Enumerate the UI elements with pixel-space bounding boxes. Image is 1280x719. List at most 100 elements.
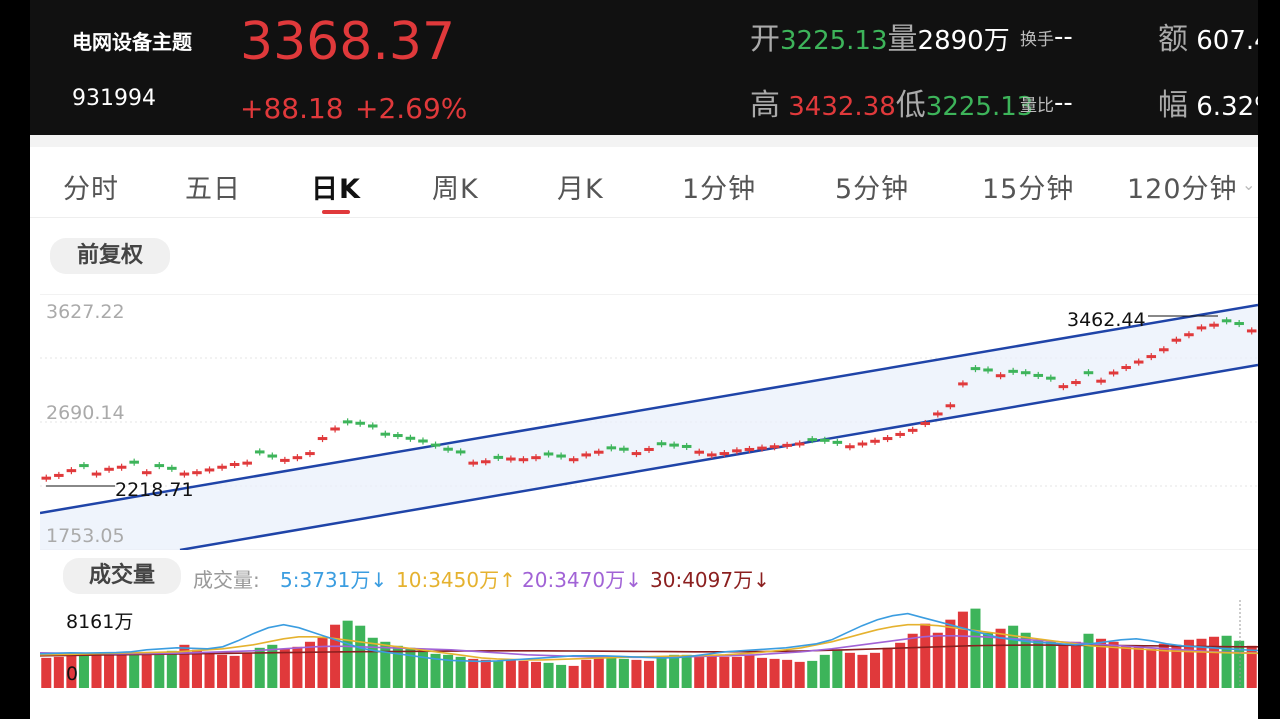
amount-stat: 额 607.4 xyxy=(1158,22,1258,57)
volume-bar xyxy=(1083,633,1094,688)
volume-bar xyxy=(706,655,717,688)
volume-bar xyxy=(493,660,504,688)
stock-page: 电网设备主题 931994 3368.37 +88.18 +2.69% 开322… xyxy=(30,0,1258,719)
candlestick-chart[interactable] xyxy=(40,294,1258,550)
volume-bar xyxy=(1096,638,1107,688)
volume-bar xyxy=(756,657,768,688)
volume-bar xyxy=(957,611,968,688)
volume-bar xyxy=(317,637,328,688)
candle-body xyxy=(1146,355,1157,359)
price-axis-top: 3627.22 xyxy=(46,301,125,323)
candle-body xyxy=(393,434,403,438)
active-tab-indicator xyxy=(322,210,350,214)
volume-bar xyxy=(819,654,830,688)
candle-body xyxy=(782,443,792,447)
volume-bar xyxy=(731,656,742,688)
vol-ma20: 20:3470万↓ xyxy=(522,568,642,592)
candle-body xyxy=(1071,381,1081,385)
candle-body xyxy=(267,454,278,458)
volume-bar xyxy=(932,632,943,688)
volume-bar xyxy=(430,653,441,688)
volume-bar xyxy=(945,619,956,688)
candle-body xyxy=(280,458,290,462)
chevron-down-icon[interactable]: ⌄ xyxy=(1242,175,1256,194)
volume-bar xyxy=(405,647,416,688)
candle-body xyxy=(820,438,830,442)
candle-body xyxy=(430,443,441,447)
volume-bar xyxy=(1209,636,1220,688)
candle-body xyxy=(882,437,893,441)
tab-5min[interactable]: 5分钟 xyxy=(835,174,910,205)
volume-bar xyxy=(769,658,780,688)
volume-bar xyxy=(66,655,77,688)
candle-body xyxy=(933,412,943,416)
candle-body xyxy=(606,446,617,450)
volume-bar xyxy=(468,658,479,688)
candle-body xyxy=(66,469,77,473)
candle-body xyxy=(204,468,215,472)
volume-bar xyxy=(1020,632,1031,688)
candle-body xyxy=(1184,333,1194,337)
volume-ma5-line xyxy=(40,612,1258,663)
candle-body xyxy=(493,455,504,459)
tab-1min[interactable]: 1分钟 xyxy=(682,174,757,205)
candle-body xyxy=(1133,360,1144,364)
volume-bar xyxy=(355,625,366,688)
candle-body xyxy=(832,440,843,444)
volume-bar xyxy=(1221,635,1232,688)
candle-body xyxy=(1008,369,1018,373)
volume-bar xyxy=(229,655,240,688)
volume-bar xyxy=(631,659,642,688)
volume-bar xyxy=(568,665,579,688)
candle-body xyxy=(518,458,529,462)
adjust-button[interactable]: 前复权 xyxy=(50,238,170,274)
candle-body xyxy=(242,461,252,465)
candle-body xyxy=(305,452,315,456)
volume-bar xyxy=(330,624,341,688)
vol-ma30: 30:4097万↓ xyxy=(650,568,770,592)
candle-body xyxy=(217,465,227,469)
tab-weekly-k[interactable]: 周K xyxy=(432,174,479,205)
volume-bar xyxy=(618,658,629,688)
tab-monthly-k[interactable]: 月K xyxy=(557,174,604,205)
candle-body xyxy=(794,442,805,446)
tab-120min[interactable]: 120分钟 xyxy=(1127,174,1238,205)
volume-bar xyxy=(179,644,190,688)
tab-intraday[interactable]: 分时 xyxy=(63,174,119,205)
tab-five-day[interactable]: 五日 xyxy=(185,174,241,205)
candle-body xyxy=(531,456,541,460)
candle-body xyxy=(192,471,202,475)
tab-daily-k[interactable]: 日K xyxy=(311,174,361,205)
candle-body xyxy=(895,432,905,436)
volume-bar xyxy=(279,648,290,688)
volume-bar xyxy=(907,633,918,688)
volume-bar xyxy=(606,657,617,688)
candle-body xyxy=(1083,371,1094,375)
candle-body xyxy=(1121,366,1131,370)
volume-bar xyxy=(455,656,466,688)
candle-body xyxy=(342,420,353,424)
tab-15min[interactable]: 15分钟 xyxy=(982,174,1075,205)
volume-bar xyxy=(1108,641,1119,688)
candle-body xyxy=(556,454,566,458)
price-change-pct: +2.69% xyxy=(355,92,468,125)
volume-max-label: 8161万 xyxy=(66,611,134,633)
candle-body xyxy=(870,439,880,443)
candle-body xyxy=(91,472,102,476)
volume-bar xyxy=(392,645,403,688)
volume-bar xyxy=(543,662,554,688)
volume-bar xyxy=(920,623,931,688)
high-low-stat: 高 3432.38低3225.13 xyxy=(750,88,1034,123)
candle-body xyxy=(907,428,918,432)
candle-body xyxy=(1234,322,1244,326)
price-axis-bottom: 1753.05 xyxy=(46,525,125,547)
volume-bar xyxy=(1146,648,1157,688)
volume-indicator-button[interactable]: 成交量 xyxy=(63,558,181,594)
candle-body xyxy=(707,453,717,457)
volume-chart[interactable] xyxy=(40,600,1258,690)
candle-body xyxy=(330,427,340,431)
candle-body xyxy=(104,467,114,471)
candle-body xyxy=(945,404,956,408)
candle-body xyxy=(1108,371,1119,375)
candle-body xyxy=(317,437,328,441)
